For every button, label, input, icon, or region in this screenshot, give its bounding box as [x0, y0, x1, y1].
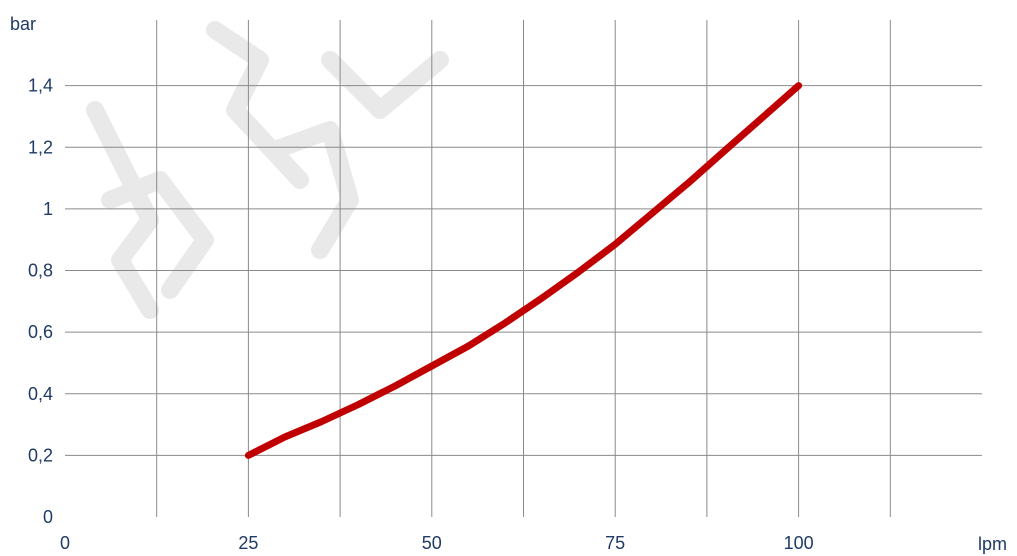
y-axis-label: bar [10, 14, 36, 34]
x-axis-label: lpm [978, 534, 1007, 554]
watermark-logo [86, 21, 449, 319]
y-tick-label: 0,4 [28, 384, 53, 404]
y-tick-label: 1,4 [28, 76, 53, 96]
y-tick-label: 0,8 [28, 261, 53, 281]
series-layer [244, 82, 803, 459]
x-tick-label: 25 [238, 533, 258, 553]
grid [65, 20, 982, 517]
x-tick-label: 100 [784, 533, 814, 553]
x-tick-label: 75 [605, 533, 625, 553]
y-axis-ticks: 0 0,2 0,4 0,6 0,8 1 1,2 1,4 [28, 76, 53, 527]
y-tick-label: 0,6 [28, 322, 53, 342]
y-tick-label: 1 [43, 199, 53, 219]
series-line [244, 82, 803, 459]
y-tick-label: 0,2 [28, 445, 53, 465]
x-axis-ticks: 0 25 50 75 100 [60, 533, 814, 553]
y-tick-label: 1,2 [28, 137, 53, 157]
x-tick-label: 50 [422, 533, 442, 553]
x-tick-label: 0 [60, 533, 70, 553]
y-tick-label: 0 [43, 507, 53, 527]
